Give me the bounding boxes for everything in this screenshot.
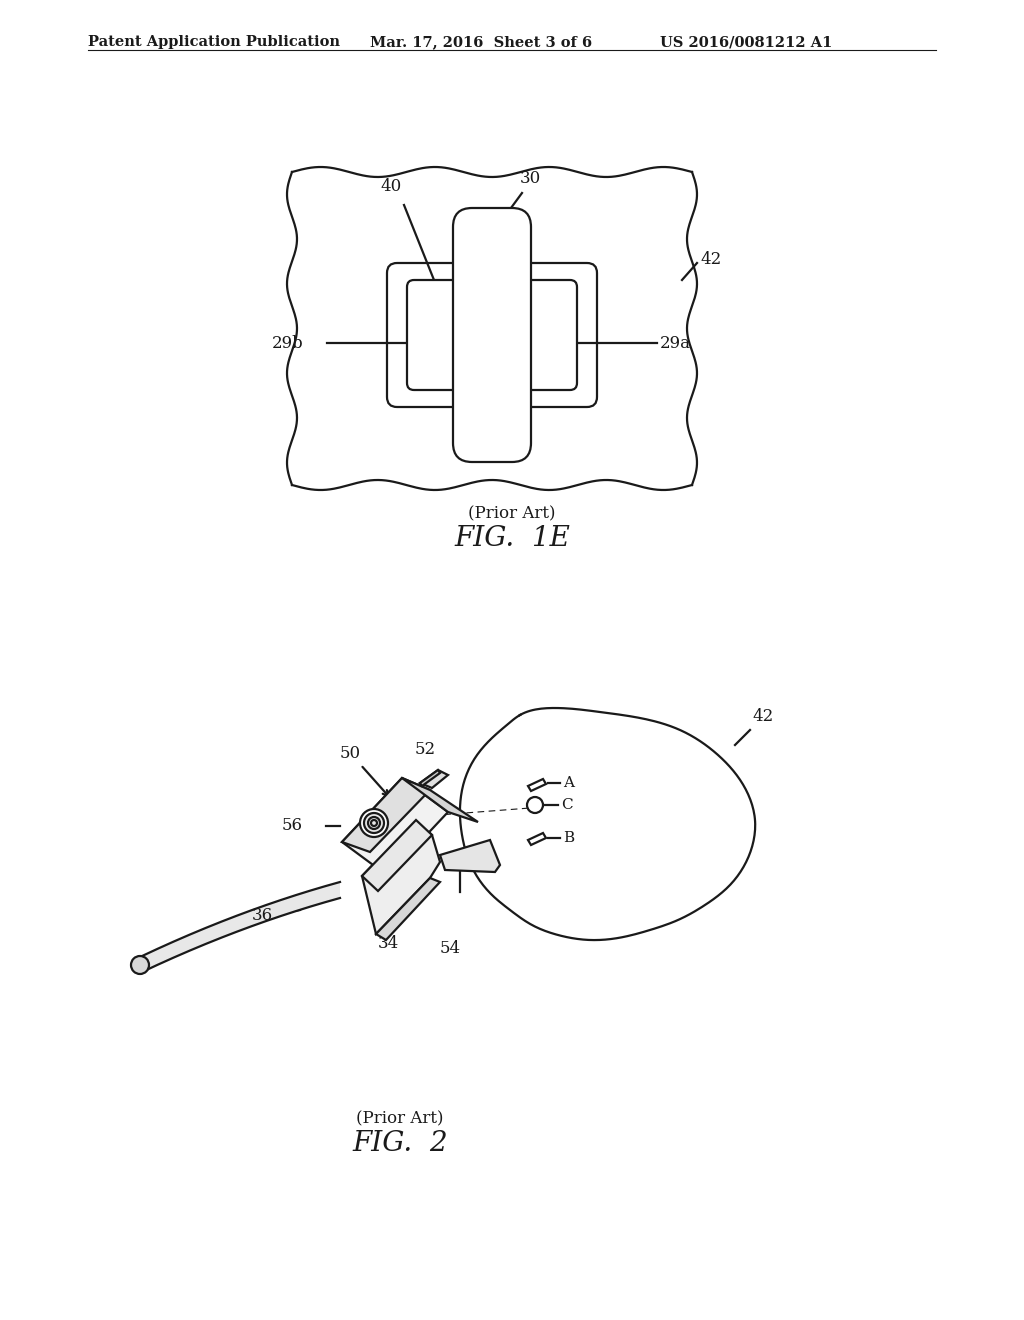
Text: A: A	[563, 776, 574, 789]
Polygon shape	[342, 777, 430, 851]
Text: Mar. 17, 2016  Sheet 3 of 6: Mar. 17, 2016 Sheet 3 of 6	[370, 36, 592, 49]
Polygon shape	[440, 840, 500, 873]
Text: (Prior Art): (Prior Art)	[468, 506, 556, 521]
Polygon shape	[362, 820, 440, 935]
Text: 56: 56	[282, 817, 303, 834]
Polygon shape	[528, 833, 546, 845]
FancyBboxPatch shape	[453, 209, 531, 462]
Polygon shape	[140, 882, 340, 973]
Text: 42: 42	[752, 708, 773, 725]
Text: FIG.  1E: FIG. 1E	[454, 525, 570, 552]
Text: 42: 42	[700, 252, 721, 268]
Text: 50: 50	[340, 744, 388, 796]
Text: 52: 52	[415, 742, 436, 759]
Text: Patent Application Publication: Patent Application Publication	[88, 36, 340, 49]
Polygon shape	[402, 777, 478, 822]
Polygon shape	[420, 770, 440, 785]
Text: C: C	[561, 799, 572, 812]
Text: 29b: 29b	[272, 334, 304, 351]
Polygon shape	[376, 878, 440, 940]
Circle shape	[527, 797, 543, 813]
Polygon shape	[528, 779, 546, 791]
Text: 30: 30	[520, 170, 542, 187]
FancyBboxPatch shape	[407, 280, 577, 389]
Circle shape	[371, 820, 377, 826]
Text: 36: 36	[252, 908, 273, 924]
Circle shape	[131, 956, 150, 974]
Text: 54: 54	[439, 940, 461, 957]
Text: 29a: 29a	[660, 334, 691, 351]
Text: FIG.  2: FIG. 2	[352, 1130, 447, 1158]
Polygon shape	[342, 777, 449, 876]
Polygon shape	[362, 820, 432, 891]
Polygon shape	[420, 770, 449, 788]
Circle shape	[360, 809, 388, 837]
Text: US 2016/0081212 A1: US 2016/0081212 A1	[660, 36, 833, 49]
Circle shape	[364, 813, 384, 833]
Text: B: B	[563, 832, 574, 845]
Text: 34: 34	[378, 935, 398, 952]
Text: (Prior Art): (Prior Art)	[356, 1110, 443, 1127]
Circle shape	[368, 817, 380, 829]
FancyBboxPatch shape	[387, 263, 597, 407]
Text: 40: 40	[380, 178, 401, 195]
